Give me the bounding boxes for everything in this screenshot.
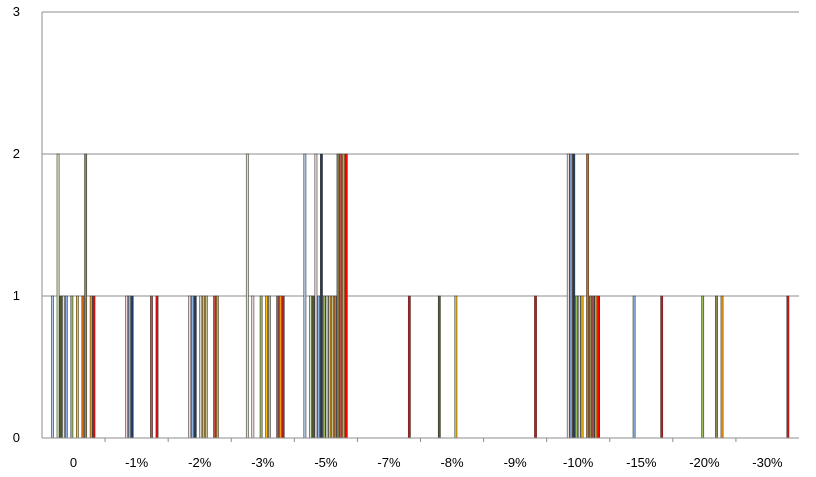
bar-series-7--10% (572, 153, 576, 439)
bar-series-8--20% (701, 295, 705, 439)
bar-series-1-0 (51, 295, 54, 439)
bar-series-10--3% (265, 295, 269, 439)
bar-series-5--2% (188, 295, 192, 439)
bar-series-10--8% (454, 295, 458, 439)
bar-series-12--5% (333, 295, 337, 439)
bar-series-15--20% (720, 295, 724, 439)
grid (42, 11, 799, 297)
bar-series-5--1% (125, 295, 129, 439)
bar-series-14--2% (213, 295, 216, 439)
bar-series-16--9% (534, 295, 537, 439)
bar-series-1--5% (303, 153, 307, 439)
bar-series-15--2% (215, 295, 219, 439)
x-tick-label: 0 (70, 455, 77, 470)
bar-series-16-0 (92, 295, 96, 439)
bar-series-5--5% (314, 153, 318, 439)
bar-series-9--2% (199, 295, 203, 439)
bar-series-10--10% (580, 295, 584, 439)
bar-series-9--10% (577, 295, 581, 439)
bar-series-14--5% (339, 153, 343, 439)
bar-series-5--3% (251, 295, 255, 439)
tick-labels: 0 1 2 3 0 -1% -2% -3% -5% -7% -8% -9% -10% -15% -20% -3… (13, 4, 783, 470)
bar-series-13-0 (84, 153, 88, 439)
x-tick-label: -2% (188, 455, 212, 470)
axes (41, 12, 799, 442)
bar-series-8--3% (259, 295, 263, 439)
bar-series-14--1% (150, 295, 153, 439)
bar-series-4--8% (437, 295, 441, 439)
y-tick-label: 1 (13, 288, 20, 303)
bar-series-16--3% (281, 295, 285, 439)
bar-series-5-0 (62, 295, 65, 439)
y-tick-label: 2 (13, 146, 20, 161)
bar-series-13--10% (588, 295, 592, 439)
bar-series-15--10% (594, 295, 598, 439)
bar-series-15--3% (279, 295, 282, 439)
bar-series-6--2% (191, 295, 194, 439)
bar-series-6--10% (569, 153, 573, 439)
x-tick-label: -10% (563, 455, 594, 470)
bar-series-6--1% (128, 295, 131, 439)
bar-series-11--5% (331, 295, 334, 439)
x-tick-label: -8% (440, 455, 464, 470)
bar-series-12--10% (586, 153, 589, 439)
bar-series-16--30% (786, 295, 790, 439)
bar-series-6--15% (632, 295, 636, 439)
bar-series-7--5% (320, 153, 323, 439)
bar-series-11--3% (268, 295, 271, 439)
y-tick-label: 0 (13, 430, 20, 445)
bar-series-6-0 (64, 295, 68, 439)
x-tick-label: -1% (125, 455, 149, 470)
bar-series-14--3% (276, 295, 280, 439)
bar-series-3--5% (309, 295, 312, 439)
bar-series-13--20% (715, 295, 718, 439)
bar-series-16--5% (344, 153, 348, 439)
bar-series-7--1% (130, 295, 134, 439)
x-tick-label: -30% (752, 455, 783, 470)
bar-series-5--10% (566, 153, 570, 439)
x-tick-label: -15% (626, 455, 657, 470)
bar-series-6--5% (317, 295, 321, 439)
bar-series-10--2% (202, 295, 205, 439)
bar-series-15-0 (89, 295, 93, 439)
bar-series-3-0 (56, 153, 60, 439)
bar-series-4-0 (59, 295, 63, 439)
bar-series-15--5% (342, 153, 345, 439)
x-tick-label: -9% (504, 455, 528, 470)
bar-series-8-0 (70, 295, 74, 439)
bar-series-12-0 (81, 295, 85, 439)
y-tick-label: 3 (13, 4, 20, 19)
bar-series-10-0 (76, 295, 79, 439)
x-tick-label: -20% (689, 455, 720, 470)
bar-series-14--10% (591, 295, 595, 439)
bar-series-13--5% (336, 153, 340, 439)
bar-series-16--10% (597, 295, 600, 439)
bar-series-11--2% (204, 295, 208, 439)
bar-series-16--15% (660, 295, 664, 439)
x-tick-label: -3% (251, 455, 275, 470)
bar-series-8--5% (322, 295, 326, 439)
bar-series-8--10% (575, 295, 578, 439)
bar-series-7--2% (193, 295, 197, 439)
bar-series-16--7% (407, 295, 411, 439)
bar-series-10--5% (328, 295, 332, 439)
x-tick-label: -5% (314, 455, 338, 470)
bar-series-9--5% (325, 295, 329, 439)
bar-series-4--5% (311, 295, 315, 439)
bar-series-3--3% (245, 153, 249, 439)
x-tick-label: -7% (377, 455, 401, 470)
bar-series-16--1% (155, 295, 159, 439)
